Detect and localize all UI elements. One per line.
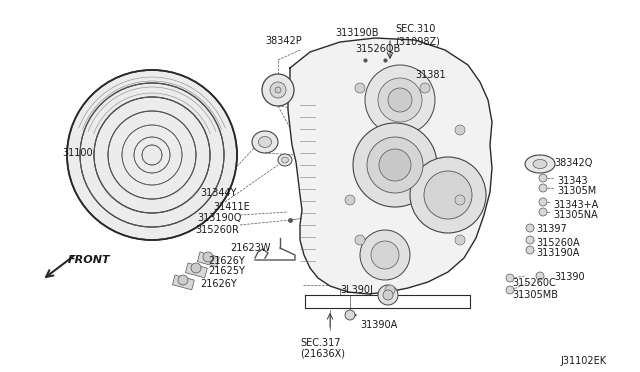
Circle shape: [378, 285, 398, 305]
Ellipse shape: [278, 154, 292, 166]
Polygon shape: [288, 38, 492, 294]
Circle shape: [455, 235, 465, 245]
Circle shape: [360, 230, 410, 280]
Circle shape: [371, 241, 399, 269]
Circle shape: [526, 236, 534, 244]
Circle shape: [355, 235, 365, 245]
Circle shape: [539, 174, 547, 182]
Text: 31381: 31381: [415, 70, 445, 80]
Circle shape: [536, 272, 544, 280]
Circle shape: [203, 252, 213, 262]
Text: SEC.310: SEC.310: [395, 24, 435, 34]
Text: 31411E: 31411E: [213, 202, 250, 212]
Circle shape: [365, 65, 435, 135]
Text: 31100: 31100: [62, 148, 93, 158]
Text: 31526QB: 31526QB: [355, 44, 400, 54]
Circle shape: [455, 125, 465, 135]
Circle shape: [539, 198, 547, 206]
Text: 31390A: 31390A: [360, 320, 397, 330]
Bar: [186, 263, 207, 278]
Text: 315260C: 315260C: [512, 278, 556, 288]
Circle shape: [455, 195, 465, 205]
Text: 38342P: 38342P: [265, 36, 301, 46]
Circle shape: [526, 246, 534, 254]
Text: 21626Y: 21626Y: [200, 279, 237, 289]
Text: 21626Y: 21626Y: [208, 256, 244, 266]
Text: 31397: 31397: [536, 224, 567, 234]
Text: 21623W: 21623W: [230, 243, 271, 253]
Text: 313190B: 313190B: [335, 28, 378, 38]
Circle shape: [383, 290, 393, 300]
Text: 31343+A: 31343+A: [553, 200, 598, 210]
Ellipse shape: [525, 155, 555, 173]
Text: 31305MB: 31305MB: [512, 290, 558, 300]
Text: 313190Q: 313190Q: [197, 213, 241, 223]
Circle shape: [178, 275, 188, 285]
Text: (21636X): (21636X): [300, 348, 345, 358]
Text: FRONT: FRONT: [68, 255, 111, 265]
Text: J31102EK: J31102EK: [560, 356, 606, 366]
Circle shape: [379, 149, 411, 181]
Text: SEC.317: SEC.317: [300, 338, 340, 348]
Bar: [197, 252, 220, 267]
Circle shape: [420, 83, 430, 93]
Circle shape: [385, 285, 395, 295]
Circle shape: [506, 274, 514, 282]
Text: 31305M: 31305M: [557, 186, 596, 196]
Text: (31098Z): (31098Z): [395, 36, 440, 46]
Circle shape: [378, 78, 422, 122]
Circle shape: [345, 195, 355, 205]
Circle shape: [353, 123, 437, 207]
Circle shape: [345, 310, 355, 320]
Ellipse shape: [262, 74, 294, 106]
Text: 313190A: 313190A: [536, 248, 579, 258]
Circle shape: [539, 184, 547, 192]
Ellipse shape: [533, 160, 547, 169]
Circle shape: [539, 208, 547, 216]
Text: 21625Y: 21625Y: [208, 266, 245, 276]
Circle shape: [506, 286, 514, 294]
Ellipse shape: [259, 137, 271, 148]
Text: 3L390J: 3L390J: [340, 285, 373, 295]
Circle shape: [67, 70, 237, 240]
Circle shape: [526, 224, 534, 232]
Ellipse shape: [270, 82, 286, 98]
Text: 315260A: 315260A: [536, 238, 580, 248]
Circle shape: [424, 171, 472, 219]
Text: 31343: 31343: [557, 176, 588, 186]
Circle shape: [355, 83, 365, 93]
Circle shape: [191, 263, 201, 273]
Ellipse shape: [282, 157, 289, 163]
Text: 315260R: 315260R: [195, 225, 239, 235]
Text: 31344Y: 31344Y: [200, 188, 237, 198]
Text: 38342Q: 38342Q: [554, 158, 593, 168]
Ellipse shape: [275, 87, 281, 93]
Text: 31390: 31390: [554, 272, 584, 282]
Ellipse shape: [252, 131, 278, 153]
Text: 31305NA: 31305NA: [553, 210, 598, 220]
Circle shape: [410, 157, 486, 233]
Circle shape: [367, 137, 423, 193]
Bar: [172, 275, 195, 290]
Circle shape: [388, 88, 412, 112]
